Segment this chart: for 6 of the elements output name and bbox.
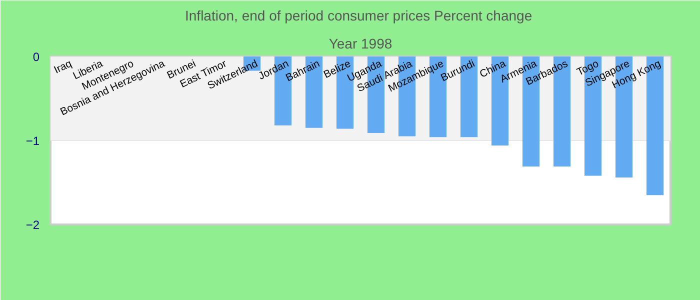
y-tick-label: −2: [26, 218, 40, 232]
chart-title: Inflation, end of period consumer prices Percent change: [185, 8, 532, 24]
y-tick-label: −1: [26, 134, 40, 148]
y-tick-label: 0: [32, 50, 40, 64]
x-tick-label: Iraq: [52, 58, 74, 76]
chart-subtitle: Year 1998: [328, 36, 392, 52]
